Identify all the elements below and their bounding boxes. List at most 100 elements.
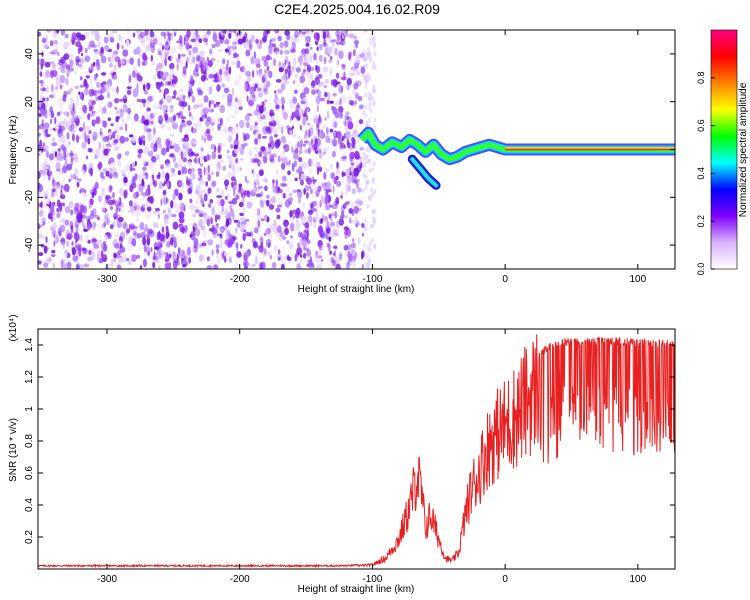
noise-blob <box>304 109 307 117</box>
noise-blob <box>60 259 64 269</box>
noise-blob <box>328 236 332 242</box>
noise-blob <box>340 94 347 103</box>
noise-blob <box>42 97 45 102</box>
noise-blob <box>146 30 149 34</box>
noise-blob <box>158 115 163 125</box>
noise-blob <box>316 211 319 219</box>
noise-blob <box>108 157 115 164</box>
noise-blob <box>294 89 298 94</box>
noise-blob <box>245 49 251 57</box>
noise-blob <box>268 146 272 154</box>
noise-blob <box>319 132 326 139</box>
noise-blob <box>348 99 354 105</box>
noise-blob <box>334 210 338 219</box>
noise-blob <box>219 210 226 215</box>
noise-blob <box>365 120 369 126</box>
noise-blob <box>129 134 134 138</box>
noise-blob <box>248 39 252 48</box>
noise-blob <box>274 245 278 252</box>
noise-blob <box>140 40 144 45</box>
noise-blob <box>343 244 349 251</box>
noise-blob <box>249 126 254 131</box>
noise-blob <box>207 164 210 174</box>
noise-blob <box>129 254 132 259</box>
noise-blob <box>325 30 329 36</box>
figure-title: C2E4.2025.004.16.02.R09 <box>274 1 440 17</box>
noise-blob <box>231 182 234 189</box>
noise-blob <box>215 244 220 249</box>
noise-blob <box>301 71 305 76</box>
noise-blob <box>269 254 273 260</box>
noise-blob <box>316 264 322 269</box>
noise-blob <box>48 30 52 34</box>
noise-blob <box>313 53 317 61</box>
noise-blob <box>270 115 275 124</box>
noise-blob <box>71 118 74 126</box>
noise-blob <box>177 43 184 51</box>
noise-blob <box>205 120 210 125</box>
noise-blob <box>297 102 300 109</box>
noise-blob <box>102 105 107 113</box>
noise-blob <box>147 251 150 256</box>
noise-blob <box>84 222 88 230</box>
colorbar-tick-label: 0.4 <box>696 167 706 180</box>
noise-blob <box>193 205 200 211</box>
noise-blob <box>188 48 192 56</box>
noise-blob <box>50 252 57 256</box>
noise-blob <box>335 41 342 45</box>
noise-blob <box>211 206 215 216</box>
noise-blob <box>63 118 67 126</box>
noise-blob <box>116 86 119 94</box>
noise-blob <box>188 56 194 65</box>
noise-blob <box>257 44 262 50</box>
noise-blob <box>265 34 268 42</box>
noise-blob <box>89 40 95 48</box>
noise-blob <box>368 117 372 123</box>
noise-blob <box>48 94 55 99</box>
noise-blob <box>38 31 41 37</box>
noise-blob <box>257 91 263 98</box>
noise-blob <box>111 199 116 205</box>
noise-blob <box>370 237 374 243</box>
noise-blob <box>363 243 367 248</box>
noise-blob <box>210 57 216 62</box>
noise-blob <box>201 200 204 204</box>
noise-blob <box>274 133 278 138</box>
noise-blob <box>235 133 239 141</box>
noise-blob <box>346 261 350 269</box>
noise-blob <box>333 121 338 128</box>
noise-blob <box>51 142 58 147</box>
noise-blob <box>262 253 265 259</box>
noise-blob <box>90 30 96 36</box>
noise-blob <box>115 206 118 214</box>
noise-blob <box>339 142 346 149</box>
noise-blob <box>318 81 324 87</box>
noise-blob <box>49 51 55 55</box>
noise-blob <box>43 245 48 254</box>
noise-blob <box>170 47 177 54</box>
noise-blob <box>352 89 357 96</box>
noise-blob <box>317 117 323 124</box>
noise-blob <box>134 205 141 211</box>
noise-blob <box>261 106 266 112</box>
noise-blob <box>143 120 150 126</box>
noise-blob <box>273 46 277 53</box>
noise-blob <box>269 135 274 144</box>
noise-blob <box>150 247 153 253</box>
noise-blob <box>53 39 58 45</box>
noise-blob <box>356 221 360 227</box>
noise-blob <box>280 83 286 91</box>
noise-blob <box>351 242 356 249</box>
noise-blob <box>100 85 106 94</box>
noise-blob <box>88 249 92 255</box>
noise-blob <box>310 31 313 37</box>
noise-blob <box>115 251 120 259</box>
noise-blob <box>190 38 196 43</box>
noise-blob <box>100 242 107 251</box>
noise-blob <box>60 30 66 36</box>
noise-blob <box>268 204 275 210</box>
noise-blob <box>358 200 364 206</box>
noise-blob <box>205 154 209 160</box>
noise-blob <box>124 150 130 156</box>
noise-blob <box>51 190 55 198</box>
